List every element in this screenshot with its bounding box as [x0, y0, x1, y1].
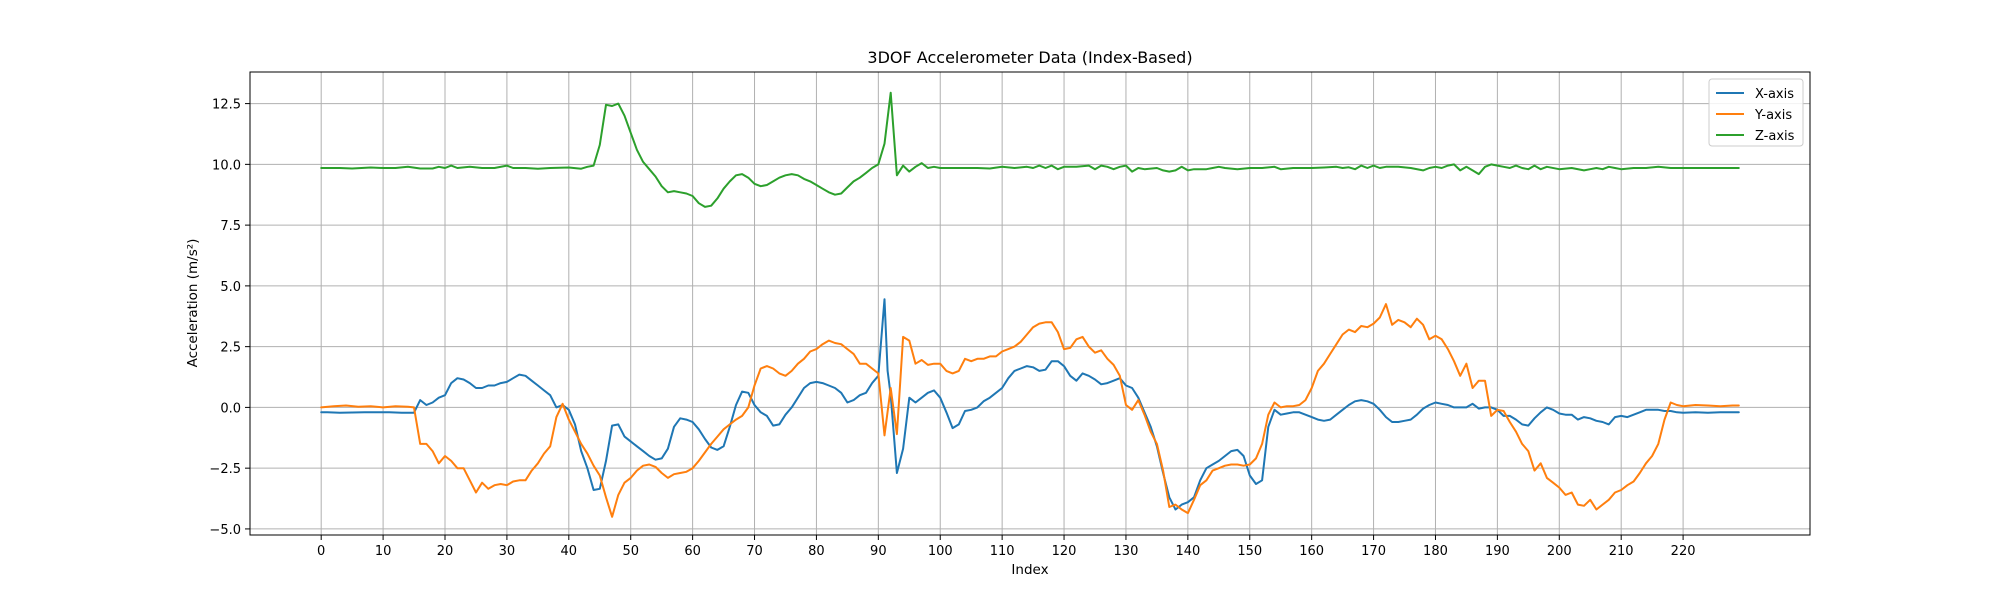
y-tick-label: 5.0 — [220, 280, 241, 295]
x-axis-label: Index — [1011, 562, 1048, 578]
x-tick-label: 200 — [1547, 544, 1572, 559]
y-tick-label: −5.0 — [209, 523, 241, 538]
x-tick-label: 130 — [1114, 544, 1139, 559]
x-tick-label: 140 — [1175, 544, 1200, 559]
x-tick-label: 70 — [746, 544, 763, 559]
y-axis: −5.0 −2.5 0.0 2.5 5.0 7.5 10.0 12.5 — [209, 98, 250, 538]
legend-label: X-axis — [1755, 87, 1794, 102]
series-lines — [320, 91, 1740, 518]
x-tick-label: 120 — [1052, 544, 1077, 559]
y-tick-label: 10.0 — [212, 158, 241, 173]
legend-label: Y-axis — [1754, 108, 1792, 123]
y-tick-label: 7.5 — [220, 219, 241, 234]
x-tick-label: 50 — [622, 544, 639, 559]
x-axis: 0 10 20 30 40 50 60 70 80 90 100 110 120 130 140 150 160… — [317, 535, 1696, 559]
x-tick-label: 90 — [870, 544, 887, 559]
chart-title: 3DOF Accelerometer Data (Index-Based) — [867, 48, 1192, 67]
x-tick-label: 0 — [317, 544, 325, 559]
y-tick-label: 12.5 — [212, 98, 241, 113]
y-tick-label: −2.5 — [209, 462, 241, 477]
y-tick-label: 2.5 — [220, 341, 241, 356]
plot-frame — [249, 71, 1811, 536]
series-line-y-axis — [320, 303, 1740, 518]
x-tick-label: 170 — [1361, 544, 1386, 559]
x-tick-label: 100 — [928, 544, 953, 559]
x-tick-label: 160 — [1299, 544, 1324, 559]
x-tick-label: 180 — [1423, 544, 1448, 559]
x-tick-label: 190 — [1485, 544, 1510, 559]
x-tick-label: 40 — [561, 544, 578, 559]
x-tick-label: 80 — [808, 544, 825, 559]
x-tick-label: 60 — [684, 544, 701, 559]
y-tick-label: 0.0 — [220, 401, 241, 416]
legend-entries: X-axis Y-axis Z-axis — [1716, 87, 1795, 144]
x-tick-label: 30 — [499, 544, 516, 559]
series-line-z-axis — [320, 91, 1740, 208]
y-axis-label: Acceleration (m/s²) — [185, 239, 201, 368]
x-tick-label: 150 — [1237, 544, 1262, 559]
x-tick-label: 20 — [437, 544, 454, 559]
legend-box — [1708, 78, 1804, 147]
x-tick-label: 210 — [1609, 544, 1634, 559]
x-tick-label: 220 — [1671, 544, 1696, 559]
x-tick-label: 10 — [375, 544, 392, 559]
x-tick-label: 110 — [990, 544, 1015, 559]
legend-label: Z-axis — [1755, 129, 1795, 144]
grid — [250, 72, 1810, 535]
legend: X-axis Y-axis Z-axis — [1708, 78, 1804, 147]
